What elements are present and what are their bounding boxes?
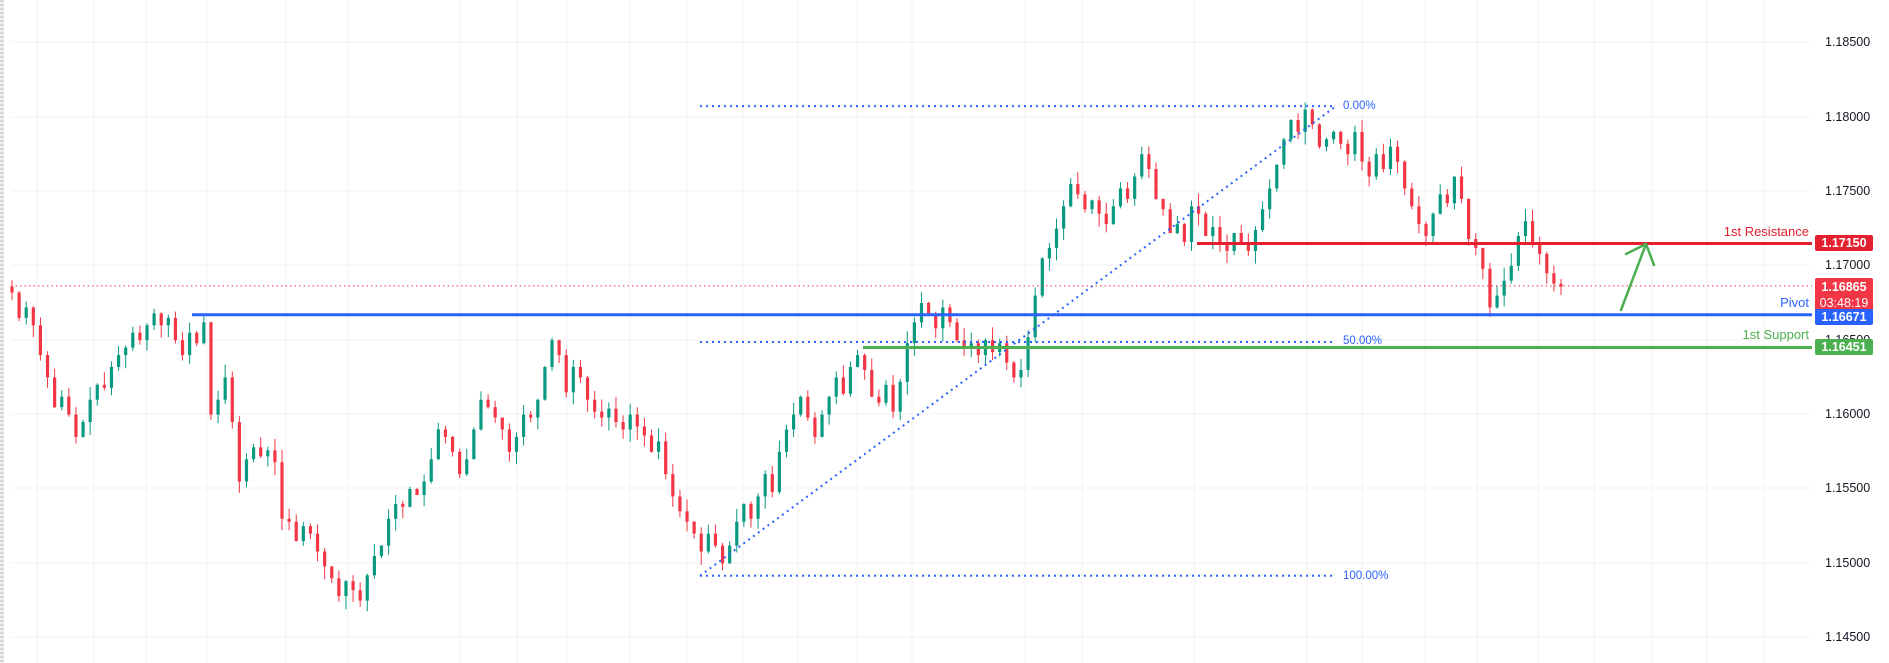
price-axis-tick: 1.18500 bbox=[1825, 35, 1871, 49]
arrow-up-icon[interactable] bbox=[1619, 242, 1656, 312]
resistance-price-tag: 1.17150 bbox=[1815, 235, 1873, 251]
pivot-price-tag: 1.16671 bbox=[1815, 309, 1873, 325]
fib-label-0: 0.00% bbox=[1343, 100, 1376, 112]
support-price-tag: 1.16451 bbox=[1815, 339, 1873, 355]
price-axis-tick: 1.15500 bbox=[1825, 481, 1871, 495]
pivot-label: Pivot bbox=[1780, 295, 1809, 310]
support-label: 1st Support bbox=[1742, 327, 1810, 342]
current-price-tag: 1.16865 03:48:19 bbox=[1815, 278, 1873, 312]
price-axis-tick: 1.17000 bbox=[1825, 258, 1871, 272]
grid-lines bbox=[11, 0, 1810, 663]
price-axis-tick: 1.14500 bbox=[1825, 630, 1871, 644]
current-price-value: 1.16865 bbox=[1821, 280, 1867, 294]
price-axis-tick: 1.16000 bbox=[1825, 407, 1871, 421]
window-edge bbox=[0, 0, 4, 663]
price-axis-tick: 1.17500 bbox=[1825, 184, 1871, 198]
support-resistance-levels[interactable] bbox=[11, 241, 1812, 349]
candlestick-series bbox=[10, 102, 1563, 612]
fibonacci-retracement[interactable] bbox=[699, 105, 1337, 577]
price-axis-tick: 1.15000 bbox=[1825, 556, 1871, 570]
fib-label-100: 100.00% bbox=[1343, 570, 1389, 582]
resistance-label: 1st Resistance bbox=[1723, 224, 1809, 239]
candle-countdown: 03:48:19 bbox=[1819, 296, 1869, 310]
price-axis-tick: 1.18000 bbox=[1825, 110, 1871, 124]
fib-label-50: 50.00% bbox=[1343, 335, 1383, 347]
